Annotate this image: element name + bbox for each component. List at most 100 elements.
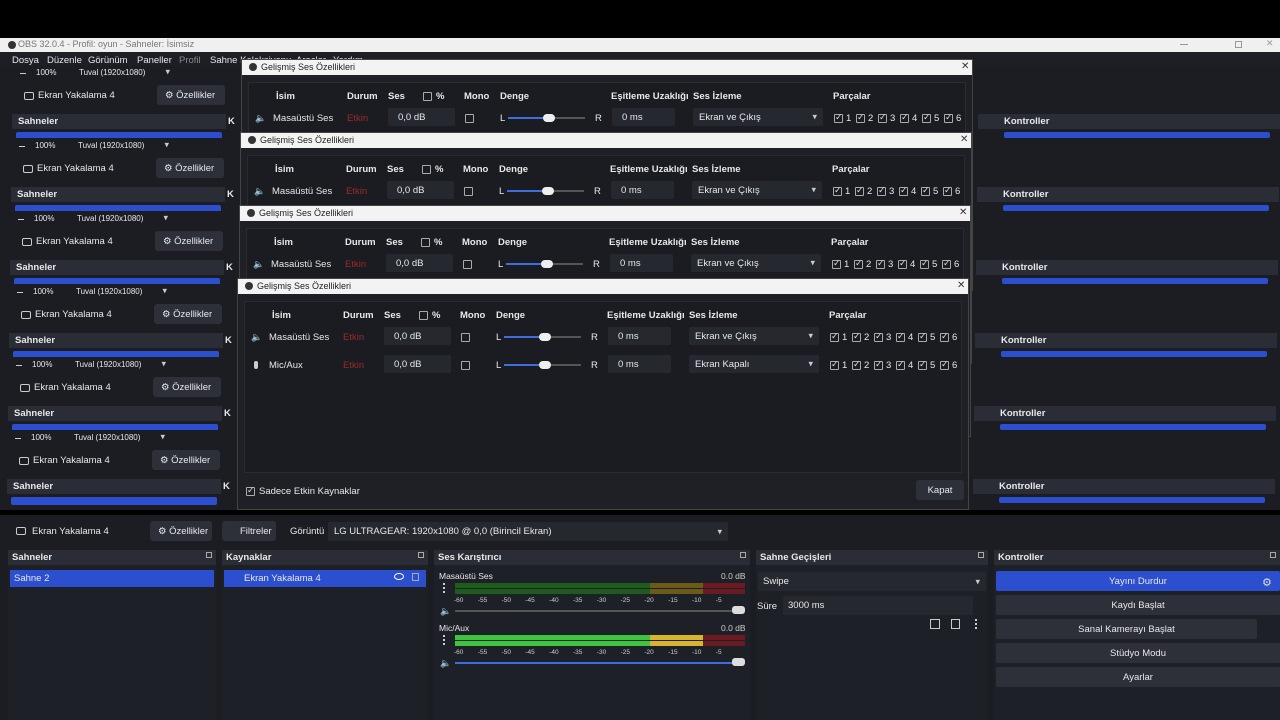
sync-spin[interactable]: 0 ms	[611, 181, 674, 199]
monitoring-combo[interactable]: Ekran Kapalı	[689, 355, 819, 373]
track-label: 1	[846, 113, 852, 124]
menu-item[interactable]: Düzenle	[47, 55, 82, 66]
control-button[interactable]: Kaydı Başlat	[996, 595, 1280, 615]
properties-button[interactable]: Özellikler	[155, 231, 223, 251]
mono-check[interactable]	[461, 333, 470, 342]
balance-knob[interactable]	[542, 187, 554, 195]
track-check[interactable]	[852, 331, 861, 342]
track-check[interactable]	[921, 185, 930, 196]
mono-check[interactable]	[464, 187, 473, 196]
close[interactable]	[1266, 38, 1274, 49]
sync-spin[interactable]: 0 ms	[612, 108, 675, 126]
menu-item[interactable]: Paneller	[137, 55, 172, 66]
sync-spin[interactable]: 0 ms	[608, 355, 671, 373]
track-check[interactable]	[943, 185, 952, 196]
display-combo[interactable]: LG ULTRAGEAR: 1920x1080 @ 0,0 (Birincil …	[328, 522, 728, 541]
balance-knob[interactable]	[539, 361, 551, 369]
track-check[interactable]	[832, 258, 841, 269]
properties-button[interactable]: Özellikler	[150, 521, 212, 541]
mono-check[interactable]	[461, 361, 470, 370]
channel-menu[interactable]	[443, 583, 445, 593]
monitoring-combo[interactable]: Ekran ve Çıkış	[691, 254, 821, 272]
track-check[interactable]	[896, 331, 905, 342]
track-check[interactable]	[940, 359, 949, 370]
monitoring-combo[interactable]: Ekran ve Çıkış	[693, 108, 823, 126]
source-item[interactable]: Ekran Yakalama 4	[224, 570, 426, 587]
channel-menu[interactable]	[443, 635, 445, 645]
transition-combo[interactable]: Swipe	[758, 572, 986, 591]
close-button[interactable]: Kapat	[916, 480, 964, 500]
control-button[interactable]: Stüdyo Modu	[996, 643, 1280, 663]
control-button[interactable]: Sanal Kamerayı Başlat	[996, 619, 1257, 639]
volume-spin[interactable]: 0,0 dB	[384, 355, 451, 373]
track-check[interactable]	[944, 112, 953, 123]
dialog-close[interactable]	[959, 207, 967, 218]
menu-item[interactable]: Profil	[179, 55, 201, 66]
dialog-close[interactable]	[957, 280, 965, 291]
control-button[interactable]: Yayını Durdur	[996, 571, 1280, 591]
menu-item[interactable]: Görünüm	[88, 55, 128, 66]
track-check[interactable]	[830, 359, 839, 370]
filters-button[interactable]: Filtreler	[222, 521, 276, 541]
menu-item[interactable]: Dosya	[12, 55, 39, 66]
transition-menu[interactable]	[975, 619, 977, 629]
track-check[interactable]	[942, 258, 951, 269]
track-check[interactable]	[878, 112, 887, 123]
virtual-cam-settings[interactable]	[1262, 576, 1272, 589]
track-check[interactable]	[877, 185, 886, 196]
track-check[interactable]	[830, 331, 839, 342]
track-check[interactable]	[896, 359, 905, 370]
sync-spin[interactable]: 0 ms	[608, 327, 671, 345]
track-check[interactable]	[855, 185, 864, 196]
properties-button[interactable]: Özellikler	[154, 304, 222, 324]
track-check[interactable]	[876, 258, 885, 269]
volume-spin[interactable]: 0,0 dB	[388, 108, 455, 126]
track-check[interactable]	[898, 258, 907, 269]
remove-transition[interactable]	[951, 619, 960, 629]
properties-button[interactable]: Özellikler	[156, 158, 224, 178]
track-check[interactable]	[856, 112, 865, 123]
track-check[interactable]	[854, 258, 863, 269]
track-check[interactable]	[834, 112, 843, 123]
track-check[interactable]	[833, 185, 842, 196]
volume-spin[interactable]: 0,0 dB	[387, 181, 454, 199]
control-button[interactable]: Ayarlar	[996, 667, 1280, 687]
mono-check[interactable]	[465, 114, 474, 123]
track-check[interactable]	[874, 359, 883, 370]
dialog-close[interactable]	[961, 61, 969, 72]
balance-knob[interactable]	[543, 114, 555, 122]
monitoring-combo[interactable]: Ekran ve Çıkış	[692, 181, 822, 199]
balance-knob[interactable]	[541, 260, 553, 268]
percent-check[interactable]	[423, 92, 432, 101]
volume-knob[interactable]	[732, 606, 745, 614]
maximize[interactable]	[1235, 41, 1242, 48]
add-transition[interactable]	[930, 619, 940, 629]
sync-spin[interactable]: 0 ms	[610, 254, 673, 272]
percent-check[interactable]	[419, 311, 428, 320]
active-only-check[interactable]	[246, 485, 255, 496]
dialog-close[interactable]	[960, 134, 968, 145]
volume-knob[interactable]	[732, 658, 745, 666]
monitoring-combo[interactable]: Ekran ve Çıkış	[689, 327, 819, 345]
track-check[interactable]	[918, 359, 927, 370]
mono-check[interactable]	[463, 260, 472, 269]
minimize[interactable]	[1180, 44, 1188, 45]
volume-spin[interactable]: 0,0 dB	[386, 254, 453, 272]
track-check[interactable]	[922, 112, 931, 123]
balance-knob[interactable]	[539, 333, 551, 341]
track-check[interactable]	[940, 331, 949, 342]
percent-check[interactable]	[421, 238, 430, 247]
volume-spin[interactable]: 0,0 dB	[384, 327, 451, 345]
track-check[interactable]	[874, 331, 883, 342]
percent-check[interactable]	[422, 165, 431, 174]
properties-button[interactable]: Özellikler	[152, 450, 220, 470]
properties-button[interactable]: Özellikler	[157, 85, 225, 105]
track-check[interactable]	[920, 258, 929, 269]
track-check[interactable]	[918, 331, 927, 342]
track-check[interactable]	[900, 112, 909, 123]
duration-spin[interactable]: 3000 ms	[783, 596, 973, 615]
properties-button[interactable]: Özellikler	[153, 377, 221, 397]
track-check[interactable]	[852, 359, 861, 370]
track-check[interactable]	[899, 185, 908, 196]
scene-item[interactable]: Sahne 2	[10, 570, 214, 587]
